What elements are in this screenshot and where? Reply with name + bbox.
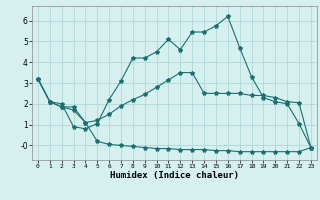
X-axis label: Humidex (Indice chaleur): Humidex (Indice chaleur) bbox=[110, 171, 239, 180]
